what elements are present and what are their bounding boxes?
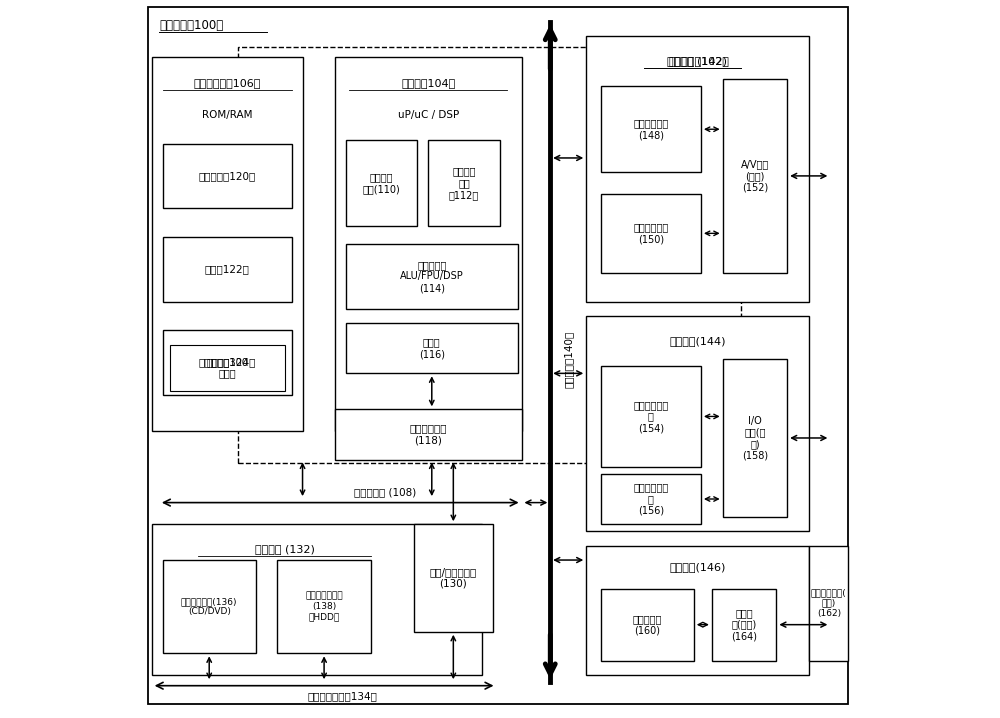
Text: ROM/RAM: ROM/RAM xyxy=(202,110,252,120)
Text: 存储器控制器
(118): 存储器控制器 (118) xyxy=(409,424,447,445)
Text: A/V端口
(多个)
(152): A/V端口 (多个) (152) xyxy=(741,159,769,192)
Text: 操作系统（120）: 操作系统（120） xyxy=(199,171,256,181)
Text: 音频处理单元
(150): 音频处理单元 (150) xyxy=(633,223,668,244)
Text: 串行接口控制
器
(154): 串行接口控制 器 (154) xyxy=(633,400,668,433)
Bar xyxy=(335,409,522,460)
Text: 计算设备（100）: 计算设备（100） xyxy=(159,19,223,32)
Text: 基本配置（102）: 基本配置（102） xyxy=(669,56,730,66)
Text: 一级高速
缓存(110): 一级高速 缓存(110) xyxy=(363,172,400,194)
Text: 执行方法300
的指令: 执行方法300 的指令 xyxy=(206,357,248,378)
Bar xyxy=(414,524,493,632)
Text: 网络控制器
(160): 网络控制器 (160) xyxy=(633,614,662,635)
Text: 不可移除储存器
(138)
（HDD）: 不可移除储存器 (138) （HDD） xyxy=(305,592,343,622)
Bar xyxy=(163,144,292,208)
Text: 储存接口总线（134）: 储存接口总线（134） xyxy=(307,691,377,701)
Text: 输出设备 (142): 输出设备 (142) xyxy=(667,56,727,66)
Bar xyxy=(152,524,482,675)
Text: 二级高速
缓存
（112）: 二级高速 缓存 （112） xyxy=(449,167,479,200)
Text: I/O
端口(多
个)
(158): I/O 端口(多 个) (158) xyxy=(742,416,768,460)
Bar xyxy=(601,474,701,524)
Text: 系统存储器（106）: 系统存储器（106） xyxy=(193,78,261,88)
Bar xyxy=(601,366,701,467)
Text: 外围接口(144): 外围接口(144) xyxy=(669,336,726,346)
Bar xyxy=(238,47,741,463)
Bar xyxy=(586,546,809,675)
Text: 程序数据（124）: 程序数据（124） xyxy=(198,358,256,368)
Text: 并行接口控制
器
(156): 并行接口控制 器 (156) xyxy=(633,482,668,516)
Text: 其他计算设备(
多个)
(162): 其他计算设备( 多个) (162) xyxy=(811,588,847,618)
Text: 通信设备(146): 通信设备(146) xyxy=(669,562,726,572)
Text: 寄存器
(116): 寄存器 (116) xyxy=(419,337,445,359)
Bar xyxy=(809,546,848,661)
Bar xyxy=(277,560,371,653)
Bar xyxy=(170,345,285,391)
Bar xyxy=(601,589,694,661)
Text: 应用（122）: 应用（122） xyxy=(205,264,250,274)
Bar xyxy=(428,140,500,226)
Text: 通信端
口(多个)
(164): 通信端 口(多个) (164) xyxy=(731,608,757,641)
Text: 图像处理单元
(148): 图像处理单元 (148) xyxy=(633,118,668,140)
Bar xyxy=(163,330,292,395)
Text: 处理器（104）: 处理器（104） xyxy=(401,78,455,88)
Bar xyxy=(712,589,776,661)
Bar xyxy=(346,244,518,309)
Bar xyxy=(601,194,701,273)
Text: 处理器核心
ALU/FPU/DSP
(114): 处理器核心 ALU/FPU/DSP (114) xyxy=(400,260,464,293)
Bar xyxy=(586,36,809,302)
Bar xyxy=(163,237,292,302)
Bar xyxy=(346,323,518,373)
Text: 总线/接口控制器
(130): 总线/接口控制器 (130) xyxy=(430,567,477,589)
Bar xyxy=(152,57,303,431)
Text: 存储器总线 (108): 存储器总线 (108) xyxy=(354,487,416,497)
Bar xyxy=(601,86,701,172)
Text: 储存设备 (132): 储存设备 (132) xyxy=(255,544,315,554)
Bar xyxy=(163,560,256,653)
Bar xyxy=(586,316,809,531)
Bar xyxy=(346,140,417,226)
Text: uP/uC / DSP: uP/uC / DSP xyxy=(398,110,459,120)
Bar xyxy=(723,79,787,273)
Bar xyxy=(723,359,787,517)
Text: 接口总线（140）: 接口总线（140） xyxy=(563,330,573,388)
Text: 可移除储存器(136)
(CD/DVD): 可移除储存器(136) (CD/DVD) xyxy=(181,597,237,617)
Bar xyxy=(335,57,522,431)
